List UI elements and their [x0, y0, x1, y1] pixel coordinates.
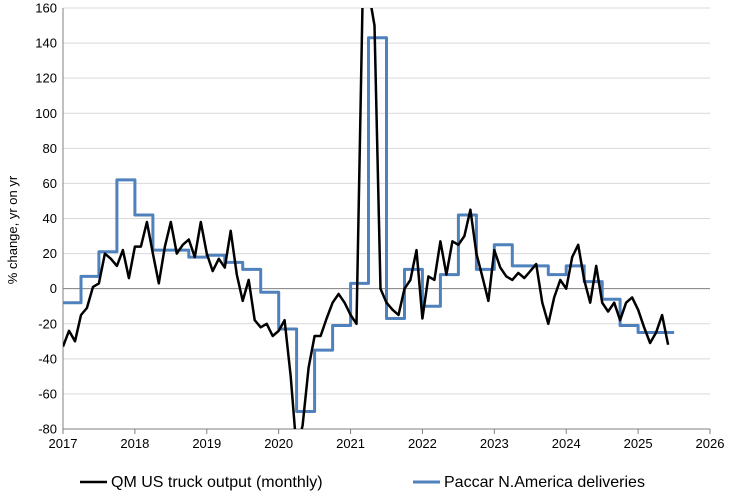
y-tick-label: 80	[43, 141, 57, 156]
legend-label: QM US truck output (monthly)	[111, 474, 323, 491]
x-tick-label: 2025	[624, 436, 653, 451]
legend-item-paccar: Paccar N.America deliveries	[413, 474, 645, 491]
x-tick-label: 2024	[552, 436, 581, 451]
x-tick-label: 2017	[49, 436, 78, 451]
y-tick-label: 120	[35, 71, 57, 86]
series-lines	[63, 8, 675, 429]
legend-item-truck-output: QM US truck output (monthly)	[80, 474, 323, 491]
x-tick-label: 2026	[696, 436, 725, 451]
y-tick-label: -60	[38, 386, 57, 401]
y-tick-label: -20	[38, 316, 57, 331]
series-line-truck-output	[63, 8, 670, 429]
legend: QM US truck output (monthly) Paccar N.Ame…	[80, 474, 645, 491]
y-tick-label: 60	[43, 176, 57, 191]
y-tick-label: 0	[50, 281, 57, 296]
y-tick-label: -40	[38, 351, 57, 366]
x-tick-label: 2021	[336, 436, 365, 451]
x-tick-label: 2018	[120, 436, 149, 451]
x-tick-label: 2023	[480, 436, 509, 451]
x-tick-label: 2020	[264, 436, 293, 451]
x-tick-label: 2019	[192, 436, 221, 451]
y-tick-label: -80	[38, 422, 57, 437]
x-tick-label: 2022	[408, 436, 437, 451]
series-line-paccar	[63, 36, 675, 413]
y-tick-label: 40	[43, 211, 57, 226]
legend-label: Paccar N.America deliveries	[444, 474, 645, 491]
y-tick-label: 140	[35, 36, 57, 51]
y-tick-label: 160	[35, 1, 57, 16]
axes: -80 -60 -40 -20 0 20 40 60 80 100 120 140 160 2017 201…	[35, 1, 724, 452]
y-axis-title: % change, yr on yr	[5, 175, 20, 284]
y-tick-label: 100	[35, 106, 57, 121]
y-tick-label: 20	[43, 246, 57, 261]
